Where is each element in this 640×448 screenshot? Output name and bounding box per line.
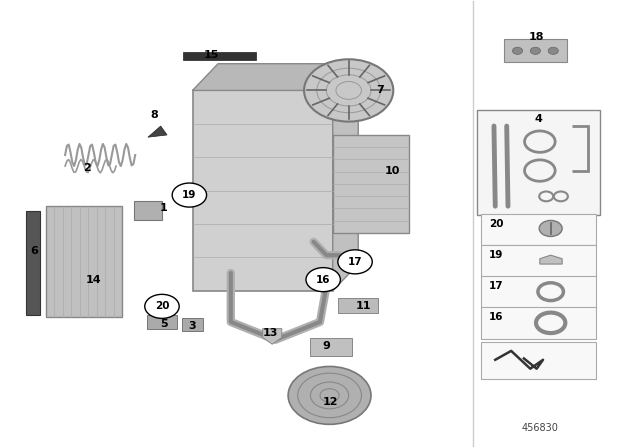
Polygon shape [333, 64, 358, 291]
Text: 7: 7 [377, 86, 385, 95]
Text: 5: 5 [160, 319, 168, 329]
FancyBboxPatch shape [481, 245, 596, 276]
Circle shape [338, 250, 372, 274]
Text: 456830: 456830 [522, 423, 558, 433]
Text: 20: 20 [489, 219, 504, 228]
FancyBboxPatch shape [310, 338, 353, 356]
Text: 3: 3 [189, 321, 196, 332]
FancyBboxPatch shape [134, 201, 162, 220]
Text: 16: 16 [316, 275, 330, 284]
Text: 8: 8 [150, 110, 158, 120]
FancyBboxPatch shape [333, 135, 409, 233]
FancyBboxPatch shape [339, 298, 378, 314]
Text: 9: 9 [323, 341, 330, 351]
Text: 14: 14 [86, 275, 102, 284]
FancyBboxPatch shape [481, 307, 596, 339]
Text: 4: 4 [534, 114, 543, 125]
FancyBboxPatch shape [26, 211, 40, 315]
Text: 17: 17 [489, 281, 504, 291]
Circle shape [306, 267, 340, 292]
Polygon shape [193, 64, 358, 90]
FancyBboxPatch shape [183, 52, 256, 60]
Circle shape [540, 220, 562, 237]
FancyBboxPatch shape [481, 214, 596, 246]
FancyBboxPatch shape [182, 318, 203, 332]
FancyBboxPatch shape [147, 315, 177, 329]
Text: 18: 18 [529, 32, 545, 42]
Circle shape [548, 47, 558, 54]
FancyBboxPatch shape [477, 111, 600, 215]
Text: 19: 19 [182, 190, 196, 200]
FancyBboxPatch shape [481, 276, 596, 308]
FancyBboxPatch shape [481, 341, 596, 379]
Polygon shape [148, 126, 167, 137]
Text: 13: 13 [262, 328, 278, 338]
Circle shape [145, 294, 179, 319]
Text: 20: 20 [155, 302, 169, 311]
Circle shape [172, 183, 207, 207]
FancyBboxPatch shape [504, 39, 566, 62]
Text: 12: 12 [323, 397, 339, 407]
Text: 15: 15 [204, 50, 220, 60]
Circle shape [288, 366, 371, 424]
Circle shape [304, 59, 394, 121]
Text: 17: 17 [348, 257, 362, 267]
Text: 10: 10 [385, 166, 401, 176]
Text: 1: 1 [160, 203, 168, 213]
Circle shape [531, 47, 540, 54]
Text: 2: 2 [84, 164, 92, 173]
Text: 16: 16 [489, 312, 504, 322]
FancyBboxPatch shape [193, 90, 333, 291]
Polygon shape [262, 329, 282, 344]
Polygon shape [540, 255, 562, 264]
Circle shape [513, 47, 523, 54]
Text: 11: 11 [356, 302, 371, 311]
Text: 6: 6 [31, 246, 38, 256]
FancyBboxPatch shape [46, 206, 122, 318]
Text: 19: 19 [489, 250, 503, 260]
